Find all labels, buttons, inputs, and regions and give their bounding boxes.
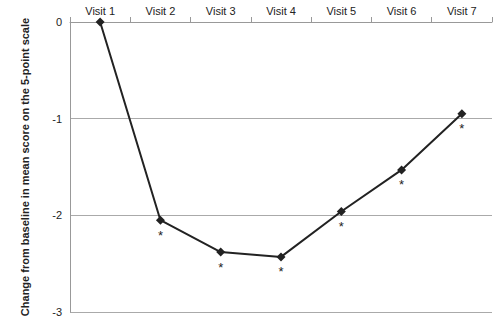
svg-text:*: * (218, 260, 223, 275)
svg-text:Visit 2: Visit 2 (146, 5, 176, 17)
svg-text:Visit 6: Visit 6 (387, 5, 417, 17)
svg-text:*: * (158, 228, 163, 243)
svg-text:Visit 5: Visit 5 (326, 5, 356, 17)
svg-text:Visit 3: Visit 3 (206, 5, 236, 17)
svg-text:*: * (278, 264, 283, 279)
svg-text:*: * (399, 177, 404, 192)
svg-text:-2: -2 (52, 209, 62, 221)
svg-text:Visit 7: Visit 7 (447, 5, 477, 17)
svg-text:*: * (459, 121, 464, 136)
svg-text:Visit 4: Visit 4 (266, 5, 296, 17)
svg-text:*: * (339, 219, 344, 234)
svg-text:0: 0 (56, 16, 62, 28)
svg-text:-3: -3 (52, 306, 62, 318)
svg-text:Change from baseline in mean s: Change from baseline in mean score on th… (19, 18, 31, 316)
svg-text:-1: -1 (52, 113, 62, 125)
svg-text:Visit 1: Visit 1 (85, 5, 115, 17)
